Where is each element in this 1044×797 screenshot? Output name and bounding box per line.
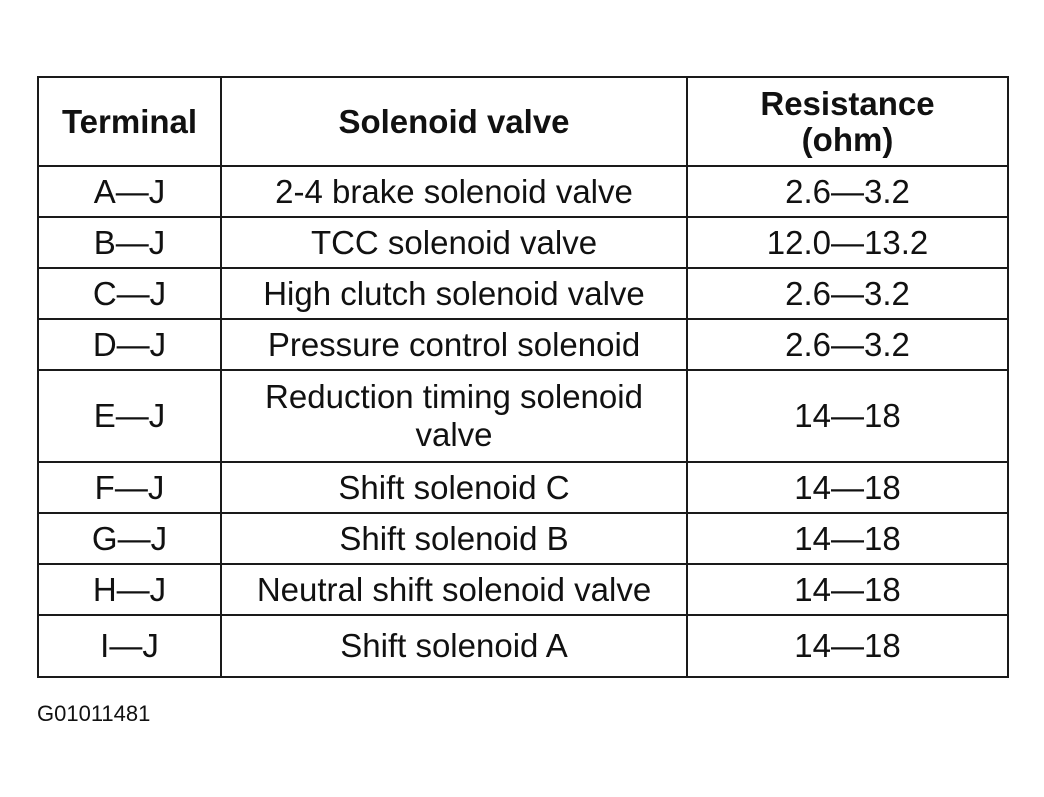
cell-terminal: A—J xyxy=(37,165,222,218)
table-row: B—J TCC solenoid valve 12.0—13.2 xyxy=(37,216,1009,269)
cell-resistance: 14—18 xyxy=(686,614,1009,678)
cell-resistance: 14—18 xyxy=(686,369,1009,463)
cell-resistance: 14—18 xyxy=(686,563,1009,616)
cell-resistance: 2.6—3.2 xyxy=(686,165,1009,218)
header-row: Terminal Solenoid valve Resistance (ohm) xyxy=(37,76,1009,167)
cell-resistance: 2.6—3.2 xyxy=(686,267,1009,320)
header-solenoid-valve: Solenoid valve xyxy=(220,76,688,167)
cell-resistance: 14—18 xyxy=(686,461,1009,514)
cell-terminal: F—J xyxy=(37,461,222,514)
cell-solenoid-valve: Shift solenoid B xyxy=(220,512,688,565)
cell-resistance: 2.6—3.2 xyxy=(686,318,1009,371)
table-row: C—J High clutch solenoid valve 2.6—3.2 xyxy=(37,267,1009,320)
table-body: A—J 2-4 brake solenoid valve 2.6—3.2 B—J… xyxy=(37,165,1009,678)
cell-solenoid-valve: Shift solenoid C xyxy=(220,461,688,514)
cell-solenoid-valve: 2-4 brake solenoid valve xyxy=(220,165,688,218)
cell-resistance: 14—18 xyxy=(686,512,1009,565)
table-row: F—J Shift solenoid C 14—18 xyxy=(37,461,1009,514)
cell-solenoid-valve: Shift solenoid A xyxy=(220,614,688,678)
table-row: H—J Neutral shift solenoid valve 14—18 xyxy=(37,563,1009,616)
cell-terminal: C—J xyxy=(37,267,222,320)
figure-id: G01011481 xyxy=(37,701,151,726)
cell-terminal: E—J xyxy=(37,369,222,463)
cell-solenoid-valve: Neutral shift solenoid valve xyxy=(220,563,688,616)
solenoid-resistance-table: Terminal Solenoid valve Resistance (ohm)… xyxy=(37,76,1009,678)
table-row: E—J Reduction timing solenoid valve 14—1… xyxy=(37,369,1009,463)
cell-terminal: D—J xyxy=(37,318,222,371)
table-row: A—J 2-4 brake solenoid valve 2.6—3.2 xyxy=(37,165,1009,218)
table-header: Terminal Solenoid valve Resistance (ohm) xyxy=(37,76,1009,167)
cell-solenoid-valve: High clutch solenoid valve xyxy=(220,267,688,320)
cell-terminal: H—J xyxy=(37,563,222,616)
cell-solenoid-valve: Pressure control solenoid xyxy=(220,318,688,371)
table-row: I—J Shift solenoid A 14—18 xyxy=(37,614,1009,678)
cell-solenoid-valve: TCC solenoid valve xyxy=(220,216,688,269)
cell-resistance: 12.0—13.2 xyxy=(686,216,1009,269)
cell-terminal: G—J xyxy=(37,512,222,565)
cell-terminal: B—J xyxy=(37,216,222,269)
header-terminal: Terminal xyxy=(37,76,222,167)
cell-solenoid-valve: Reduction timing solenoid valve xyxy=(220,369,688,463)
table-row: G—J Shift solenoid B 14—18 xyxy=(37,512,1009,565)
header-resistance: Resistance (ohm) xyxy=(686,76,1009,167)
table-row: D—J Pressure control solenoid 2.6—3.2 xyxy=(37,318,1009,371)
cell-terminal: I—J xyxy=(37,614,222,678)
